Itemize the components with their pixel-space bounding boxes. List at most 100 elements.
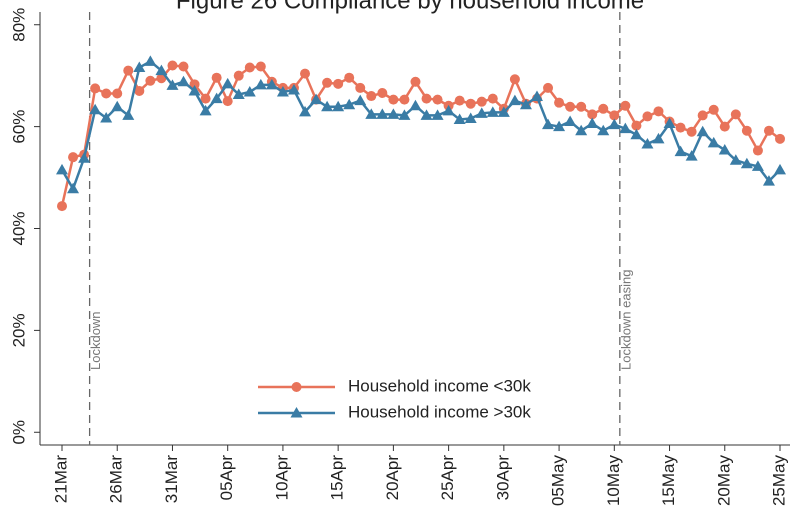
data-point	[762, 175, 775, 186]
data-point	[642, 111, 653, 122]
data-point	[145, 75, 156, 86]
data-point	[674, 145, 687, 157]
data-point	[587, 109, 598, 120]
data-point	[399, 94, 410, 105]
data-point	[57, 201, 67, 212]
data-point	[486, 106, 499, 117]
data-point	[333, 78, 344, 89]
data-point	[620, 100, 631, 111]
data-point	[244, 62, 255, 73]
legend-marker	[291, 382, 302, 392]
data-point	[774, 163, 786, 175]
event-label: Lockdown	[88, 311, 103, 370]
x-tick-label: 31Mar	[162, 455, 181, 504]
data-point	[497, 106, 510, 117]
x-tick-label: 30Apr	[493, 455, 512, 501]
data-point	[365, 108, 378, 119]
data-point	[420, 109, 433, 120]
event-label: Lockdown easing	[618, 270, 633, 370]
data-point	[90, 83, 101, 94]
data-point	[221, 77, 234, 89]
data-point	[188, 84, 201, 96]
data-point	[388, 94, 399, 105]
data-point	[299, 105, 312, 117]
data-point	[344, 72, 355, 83]
data-point	[232, 88, 245, 100]
data-point	[598, 103, 609, 114]
data-point	[265, 78, 278, 90]
data-point	[398, 109, 411, 120]
data-point	[653, 106, 664, 117]
x-tick-label: 05May	[549, 455, 568, 507]
x-tick-label: 25Apr	[438, 455, 457, 501]
data-point	[178, 61, 189, 72]
data-point	[530, 90, 543, 102]
data-point	[465, 98, 476, 109]
data-point	[631, 120, 642, 131]
data-point	[608, 118, 621, 130]
x-tick-label: 25May	[769, 455, 788, 507]
y-tick-label: 60%	[9, 110, 28, 144]
data-point	[355, 82, 366, 93]
data-point	[685, 150, 698, 161]
data-point	[56, 163, 68, 175]
data-point	[287, 83, 300, 95]
data-point	[487, 93, 498, 104]
x-tick-label: 21Mar	[51, 455, 70, 504]
x-tick-label: 15May	[659, 455, 678, 507]
data-point	[409, 99, 422, 111]
data-point	[475, 107, 488, 118]
data-point	[155, 64, 168, 76]
y-tick-label: 80%	[9, 8, 28, 42]
data-point	[763, 125, 774, 136]
data-point	[454, 95, 465, 106]
data-point	[233, 70, 244, 81]
data-point	[101, 88, 112, 99]
data-point	[123, 65, 134, 76]
data-point	[718, 144, 731, 155]
data-point	[421, 93, 432, 104]
data-point	[332, 100, 345, 112]
data-point	[741, 125, 752, 136]
data-point	[67, 182, 80, 194]
data-point	[576, 101, 587, 112]
data-point	[343, 98, 356, 110]
data-point	[144, 55, 157, 66]
data-point	[410, 76, 421, 87]
x-tick-label: 10May	[604, 455, 623, 507]
data-point	[366, 91, 377, 102]
y-tick-label: 20%	[9, 313, 28, 347]
x-tick-label: 20Apr	[383, 455, 402, 501]
data-point	[112, 88, 123, 99]
data-point	[696, 125, 709, 137]
y-tick-label: 0%	[9, 420, 28, 445]
data-point	[586, 117, 599, 129]
data-point	[300, 68, 311, 79]
data-point	[68, 152, 79, 163]
legend-marker	[290, 407, 303, 418]
data-point	[377, 87, 388, 98]
data-point	[519, 98, 532, 110]
data-point	[354, 94, 367, 106]
data-point	[508, 94, 521, 106]
data-point	[751, 160, 764, 171]
data-point	[167, 60, 178, 71]
data-point	[100, 111, 113, 123]
data-point	[686, 126, 697, 137]
data-point	[575, 124, 588, 136]
x-tick-label: 20May	[714, 455, 733, 507]
data-point	[565, 101, 576, 112]
data-point	[597, 124, 610, 136]
data-point	[78, 152, 91, 163]
legend-label: Household income >30k	[348, 402, 531, 421]
data-point	[376, 108, 389, 119]
data-point	[321, 100, 334, 112]
data-point	[134, 85, 145, 96]
data-point	[453, 113, 466, 124]
data-point	[222, 96, 233, 107]
data-point	[111, 100, 124, 112]
y-tick-label: 40%	[9, 211, 28, 245]
data-point	[609, 110, 620, 121]
data-point	[166, 79, 179, 90]
data-point	[641, 137, 654, 149]
